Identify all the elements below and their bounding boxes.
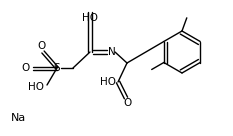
- Text: HO: HO: [28, 82, 44, 92]
- Text: S: S: [54, 63, 60, 73]
- Text: O: O: [21, 63, 29, 73]
- Text: O: O: [123, 98, 131, 108]
- Text: HO: HO: [100, 77, 116, 87]
- Text: O: O: [38, 41, 46, 51]
- Text: N: N: [108, 47, 116, 57]
- Text: HO: HO: [82, 13, 98, 23]
- Text: Na: Na: [10, 113, 26, 123]
